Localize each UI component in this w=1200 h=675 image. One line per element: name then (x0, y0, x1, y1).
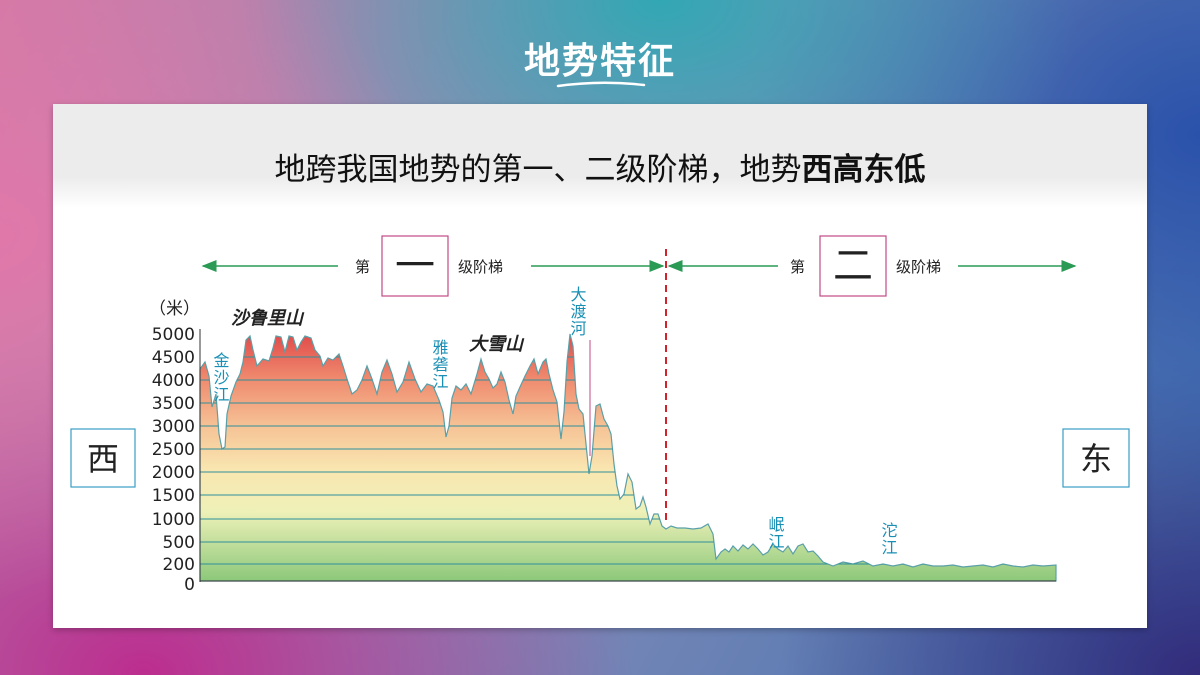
y-tick-label: 200 (163, 555, 195, 575)
step1-number-box (381, 235, 449, 297)
step2-prefix: 第 (790, 258, 805, 276)
y-tick-label: 500 (163, 533, 195, 553)
slide-title: 地势特征 (523, 41, 676, 82)
step1-prefix: 第 (355, 258, 370, 276)
title-underline (556, 81, 646, 88)
terrain-profile-diagram: （米） 5000 4500 4000 3500 3000 2500 2000 1… (70, 235, 1130, 595)
west-label-box (70, 428, 136, 488)
subtitle-bold: 西高东低 (801, 152, 926, 188)
step1-number: 一 (395, 243, 435, 289)
river-label-dadu: 大渡河 (568, 286, 587, 337)
y-tick-label: 1500 (152, 486, 195, 506)
y-tick-label: 3500 (152, 394, 195, 414)
mountain-label-shaluli: 沙鲁里山 (231, 308, 305, 329)
river-label-yalong: 雅砻江 (430, 339, 449, 390)
river-label-tuo: 沱江 (879, 522, 898, 556)
y-tick-label: 0 (184, 575, 195, 595)
subtitle: 地跨我国地势的第一、二级阶梯，地势西高东低 (53, 144, 1147, 189)
east-label: 东 (1080, 440, 1112, 478)
step1-suffix: 级阶梯 (458, 258, 503, 276)
y-tick-label: 2500 (152, 440, 195, 460)
river-label-jinsha: 金沙江 (211, 352, 230, 403)
y-tick-label: 2000 (152, 463, 195, 483)
y-tick-label: 3000 (152, 417, 195, 437)
mountain-label-daxue: 大雪山 (469, 334, 525, 355)
content-panel: 地跨我国地势的第一、二级阶梯，地势西高东低 (53, 104, 1147, 628)
y-axis-unit: （米） (149, 299, 200, 319)
east-label-box (1062, 428, 1130, 488)
y-tick-label: 1000 (152, 510, 195, 530)
panel-header (53, 104, 1147, 208)
y-tick-labels: 5000 4500 4000 3500 3000 2500 2000 1500 … (152, 325, 195, 595)
step2-suffix: 级阶梯 (896, 258, 941, 276)
subtitle-normal: 地跨我国地势的第一、二级阶梯，地势 (274, 152, 802, 188)
y-tick-label: 4000 (152, 371, 195, 391)
terrain-profile (199, 333, 1057, 582)
step2-number: 二 (833, 243, 873, 289)
west-label: 西 (87, 440, 119, 478)
y-tick-label: 4500 (152, 348, 195, 368)
step2-number-box (819, 235, 887, 297)
river-label-min: 岷江 (766, 516, 785, 550)
y-tick-label: 5000 (152, 325, 195, 345)
